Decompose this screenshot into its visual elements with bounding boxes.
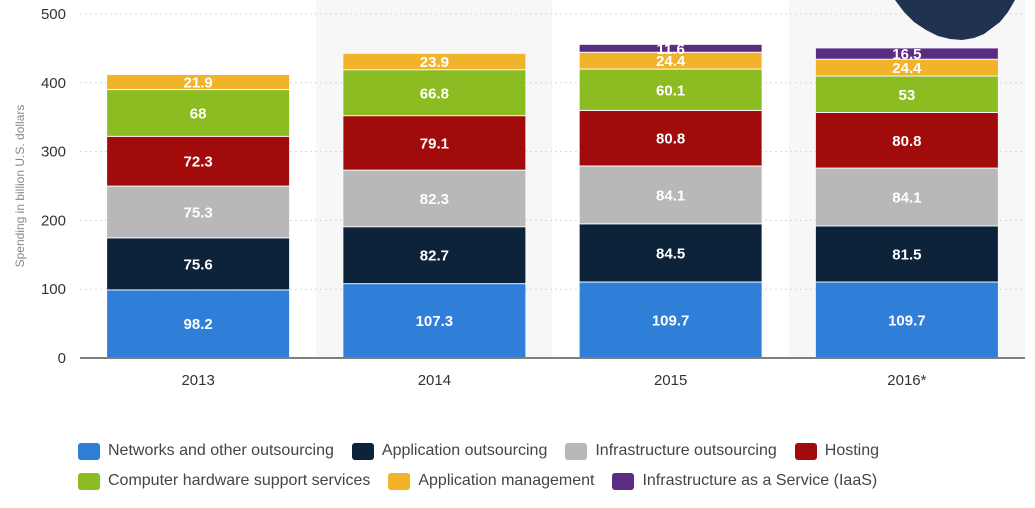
bar-segment: [107, 75, 290, 90]
legend-item[interactable]: Infrastructure as a Service (IaaS): [612, 466, 877, 496]
data-label: 84.1: [892, 190, 921, 207]
legend: Networks and other outsourcing Applicatio…: [78, 436, 1018, 496]
bar-segment: [815, 168, 998, 226]
data-label: 98.2: [184, 316, 213, 333]
bar-segment: [343, 116, 526, 170]
data-label: 80.8: [892, 133, 921, 150]
legend-item[interactable]: Hosting: [794, 436, 880, 466]
bar-segment: [579, 166, 762, 224]
data-label: 53: [899, 87, 916, 104]
legend-item[interactable]: Application outsourcing: [351, 436, 548, 466]
stacked-bar-chart: 0 100 200 300 400 500 Spending in billion U.S…: [13, 0, 1025, 389]
y-axis-ticks: 0 100 200 300 400 500: [41, 6, 66, 367]
y-tick-label: 200: [41, 212, 66, 229]
bar-segment: [343, 70, 526, 116]
segment-labels: 98.2 75.6 75.3 72.3 68 21.9 107.3 82.7 82.3 79.1 6…: [184, 41, 926, 333]
bar-segment: [579, 282, 762, 357]
bar-segment: [815, 59, 998, 76]
legend-swatch: [612, 472, 635, 490]
x-axis-ticks: 2013 2014 2015 2016*: [181, 372, 926, 389]
gear-badge-icon: [895, 0, 1015, 40]
legend-swatch: [351, 442, 374, 460]
legend-label: Computer hardware support services: [108, 472, 371, 489]
data-label: 60.1: [656, 82, 685, 99]
bar-segment: [579, 224, 762, 282]
data-label: 24.4: [656, 53, 686, 70]
y-tick-label: 400: [41, 75, 66, 92]
bar-segment: [815, 113, 998, 168]
legend-swatch: [78, 442, 100, 460]
data-label: 80.8: [656, 131, 685, 148]
bar-segment: [579, 110, 762, 166]
y-tick-label: 0: [58, 350, 66, 367]
data-label: 24.4: [892, 60, 922, 77]
legend-label: Networks and other outsourcing: [108, 442, 334, 459]
data-label: 16.5: [892, 46, 921, 63]
bar-segment: [579, 44, 762, 52]
data-label: 21.9: [184, 75, 213, 92]
y-axis-label: Spending in billion U.S. dollars: [13, 105, 27, 268]
legend-label: Application management: [418, 472, 595, 489]
bar-segment: [579, 52, 762, 69]
x-tick-label: 2016*: [887, 372, 926, 389]
legend-swatch: [388, 472, 411, 490]
y-tick-label: 500: [41, 6, 66, 23]
data-label: 72.3: [184, 154, 213, 171]
data-label: 82.7: [420, 248, 449, 265]
bar-segment: [343, 170, 526, 227]
bar-segment: [107, 136, 290, 186]
bar-segment: [343, 53, 526, 70]
legend-item[interactable]: Networks and other outsourcing: [78, 436, 334, 466]
bar-segment: [107, 290, 290, 357]
x-tick-label: 2013: [181, 372, 214, 389]
bar-segment: [815, 282, 998, 357]
bar-segment: [107, 238, 290, 290]
bar-segment: [343, 227, 526, 284]
x-tick-label: 2014: [418, 372, 451, 389]
legend-label: Infrastructure outsourcing: [595, 442, 777, 459]
data-label: 11.6: [656, 41, 684, 58]
x-tick-label: 2015: [654, 372, 687, 389]
bar-segment: [343, 284, 526, 357]
legend-label: Application outsourcing: [381, 442, 548, 459]
legend-item[interactable]: Infrastructure outsourcing: [565, 436, 777, 466]
data-label: 84.5: [656, 245, 685, 262]
bar-segment: [815, 226, 998, 282]
data-label: 82.3: [420, 191, 449, 208]
data-label: 66.8: [420, 85, 449, 102]
legend-item[interactable]: Computer hardware support services: [78, 466, 370, 496]
bar-segment: [815, 76, 998, 113]
data-label: 79.1: [420, 135, 449, 152]
legend-swatch: [565, 442, 588, 460]
data-label: 23.9: [420, 54, 449, 71]
bar-segment: [107, 90, 290, 136]
legend-label: Infrastructure as a Service (IaaS): [642, 472, 878, 489]
y-tick-label: 100: [41, 281, 66, 298]
data-label: 109.7: [888, 312, 926, 329]
bar-segment: [107, 186, 290, 238]
legend-swatch: [794, 442, 817, 460]
y-tick-label: 300: [41, 144, 66, 161]
data-label: 109.7: [652, 312, 690, 329]
data-label: 68: [190, 105, 207, 122]
legend-label: Hosting: [824, 442, 880, 459]
data-label: 84.1: [656, 187, 685, 204]
bar-segment: [815, 48, 998, 59]
data-label: 81.5: [892, 246, 921, 263]
data-label: 75.6: [184, 256, 213, 273]
bars: [107, 44, 998, 357]
legend-item[interactable]: Application management: [388, 466, 594, 496]
legend-swatch: [78, 472, 100, 490]
bar-segment: [579, 69, 762, 110]
data-label: 107.3: [416, 313, 454, 330]
data-label: 75.3: [184, 205, 213, 222]
